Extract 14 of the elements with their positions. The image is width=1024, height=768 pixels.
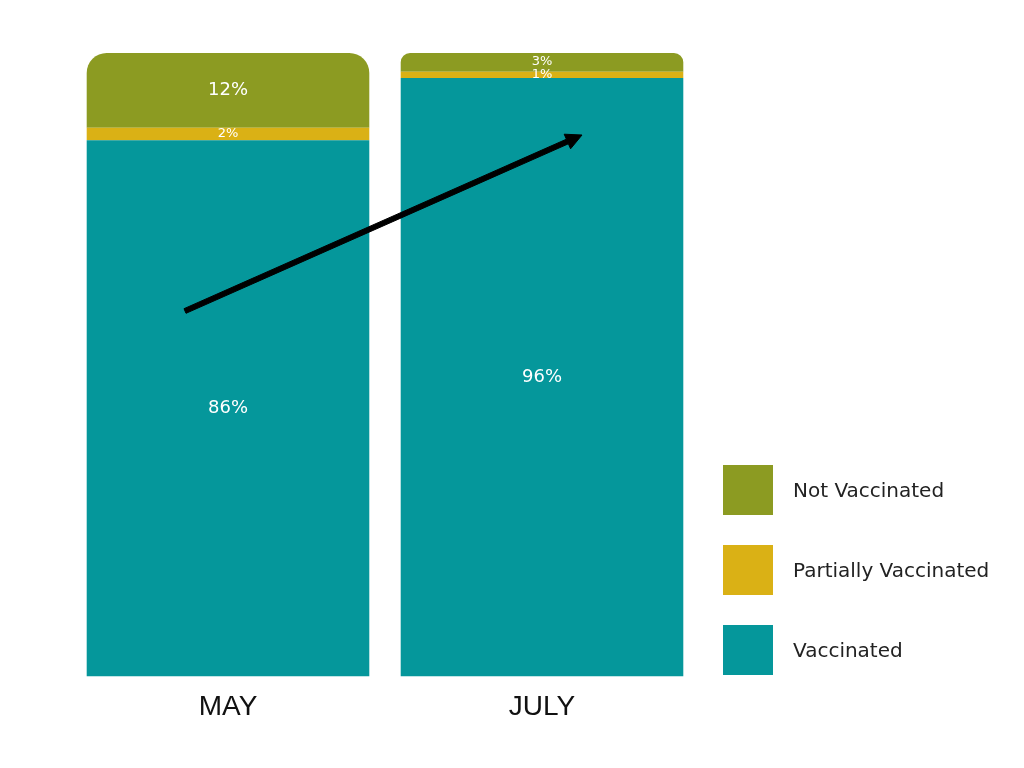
bar — [86, 127, 370, 141]
data-label: 86% — [207, 396, 249, 418]
text: Not Vaccinated — [793, 478, 945, 502]
data-label: 3% — [531, 53, 553, 69]
text: Vaccinated — [793, 638, 903, 662]
x-tick-label: MAY — [198, 689, 258, 721]
bar — [86, 53, 370, 128]
data-label: 1% — [531, 66, 553, 82]
text: Partially Vaccinated — [793, 558, 990, 582]
bar — [400, 71, 684, 78]
data-label: 2% — [217, 125, 239, 141]
x-tick-label: JULY — [508, 689, 576, 721]
data-label: 96% — [521, 364, 563, 386]
data-label: 12% — [207, 78, 249, 100]
